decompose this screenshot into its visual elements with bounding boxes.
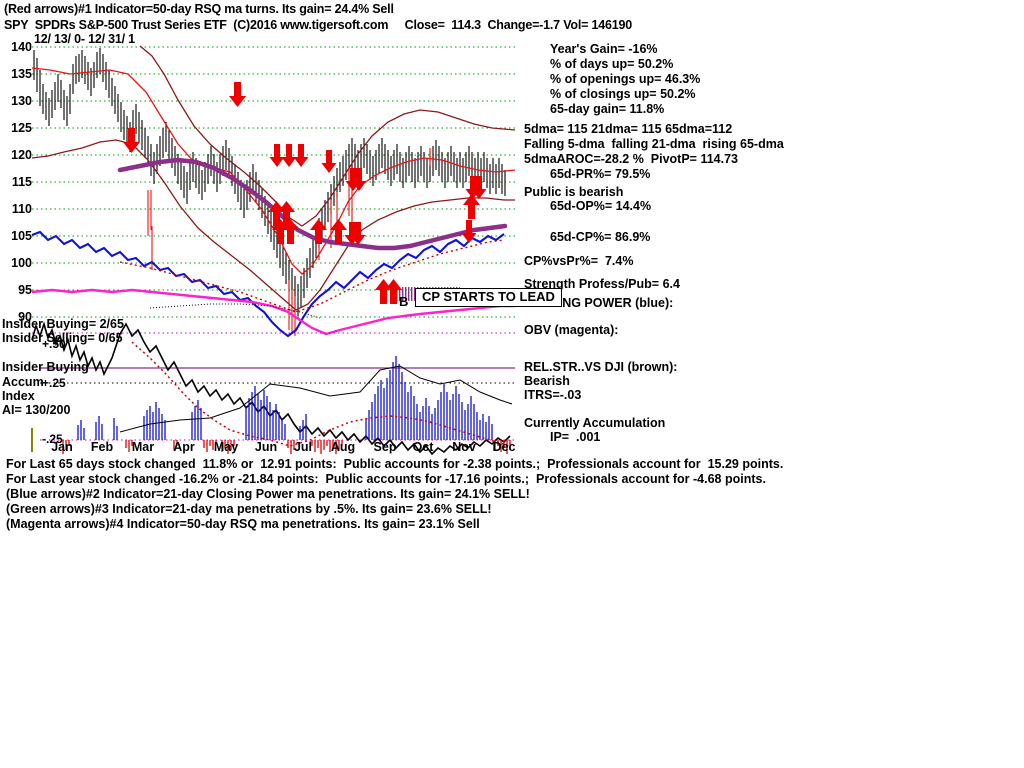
stat-pct-closings-up: % of closings up= 50.2% — [550, 87, 696, 101]
lower-band-brown — [31, 139, 515, 311]
x-tick-may: May — [213, 440, 239, 454]
footer-line-4: (Green arrows)#3 Indicator=21-day ma pen… — [6, 502, 492, 516]
date-range-label: 12/ 13/ 0- 12/ 31/ 1 — [34, 32, 135, 46]
y-tick-115: 115 — [11, 175, 32, 189]
stat-ip: IP= .001 — [550, 430, 601, 444]
footer-line-2: For Last year stock changed -16.2% or -2… — [6, 472, 766, 486]
footer-line-5: (Magenta arrows)#4 Indicator=50-day RSQ … — [6, 517, 480, 531]
ai-average-dotted — [131, 341, 511, 447]
symbol-quote-line: SPY SPDRs S&P-500 Trust Series ETF (C)20… — [4, 18, 632, 32]
stat-65d-op: 65d-OP%= 14.4% — [550, 199, 652, 213]
stat-dma-trend: Falling 5-dma falling 21-dma rising 65-d… — [524, 137, 784, 151]
stat-aroc-pivot: 5dmaAROC=-28.2 % PivotP= 114.73 — [524, 152, 738, 166]
ai-histogram-red — [62, 440, 511, 454]
y-tick-90: 90 — [18, 310, 32, 324]
x-tick-dec: Dec — [492, 440, 516, 454]
ai-title-line2: Accum — [2, 375, 44, 389]
x-tick-feb: Feb — [90, 440, 114, 454]
x-tick-mar: Mar — [131, 440, 155, 454]
closing-power-line — [31, 230, 505, 338]
y-tick-95: 95 — [18, 283, 32, 297]
stat-65d-cp: 65d-CP%= 86.9% — [550, 230, 651, 244]
stat-dma-values: 5dma= 115 21dma= 115 65dma=112 — [524, 122, 733, 136]
upper-band-brown — [139, 45, 516, 227]
stat-relstr-state: Bearish — [524, 374, 570, 388]
insider-selling-label: Insider Selling= 0/65 — [2, 331, 123, 345]
stat-cp-vs-pr: CP%vsPr%= 7.4% — [524, 254, 634, 268]
x-tick-jun: Jun — [254, 440, 278, 454]
y-tick-130: 130 — [11, 94, 32, 108]
price-bars — [33, 48, 506, 316]
x-tick-apr: Apr — [173, 440, 195, 454]
y-tick-100: 100 — [11, 256, 32, 270]
x-tick-oct: Oct — [412, 440, 434, 454]
buy-marker-label: B — [399, 294, 409, 309]
x-tick-sep: Sep — [373, 440, 397, 454]
x-tick-jan: Jan — [51, 440, 73, 454]
x-tick-jul: Jul — [293, 440, 313, 454]
legend-obv: OBV (magenta): — [524, 323, 619, 337]
obv-line — [31, 288, 515, 336]
legend-relstr: REL.STR..VS DJI (brown): — [524, 360, 678, 374]
stat-itrs: ITRS=-.03 — [524, 388, 582, 402]
y-tick-105: 105 — [11, 229, 32, 243]
arrow-up-icon — [268, 194, 480, 304]
y-tick-120: 120 — [11, 148, 32, 162]
stat-strength: Strength Profess/Pub= 6.4 — [524, 277, 680, 291]
ai-envelope-line — [119, 365, 513, 433]
ai-title-line1: Insider Buying — [2, 360, 89, 374]
footer-line-3: (Blue arrows)#2 Indicator=21-day Closing… — [6, 487, 530, 501]
indicator-headline: (Red arrows)#1 Indicator=50-day RSQ ma t… — [4, 2, 394, 16]
stat-public-sentiment: Public is bearish — [524, 185, 624, 199]
y-tick-135: 135 — [11, 67, 32, 81]
y-axis: 140 135 130 125 120 115 110 105 100 95 9… — [0, 40, 32, 340]
insider-buying-label: Insider Buying= 2/65 — [2, 317, 124, 331]
y-tick-140: 140 — [11, 40, 32, 54]
stat-pct-days-up: % of days up= 50.2% — [550, 57, 674, 71]
stat-years-gain: Year's Gain= -16% — [550, 42, 658, 56]
signal-arrows — [123, 82, 487, 304]
scale-plus-50: +.50 — [42, 337, 66, 351]
stat-accumulation: Currently Accumulation — [524, 416, 666, 430]
ai-histogram-blue — [77, 356, 493, 440]
scale-plus-25: +.25 — [42, 376, 66, 390]
stat-65d-pr: 65d-PR%= 79.5% — [550, 167, 651, 181]
ai-title-line3: Index — [2, 389, 35, 403]
chart-canvas[interactable] — [0, 40, 520, 455]
x-tick-aug: Aug — [330, 440, 356, 454]
y-tick-125: 125 — [11, 121, 32, 135]
closing-power-average — [119, 239, 505, 313]
cp-starts-to-lead-callout: CP STARTS TO LEAD — [415, 288, 562, 307]
upper-band-red — [31, 67, 516, 275]
x-axis: Jan Feb Mar Apr May Jun Jul Aug Sep Oct … — [0, 440, 520, 458]
price-chart[interactable] — [0, 40, 520, 455]
stat-pct-openings-up: % of openings up= 46.3% — [550, 72, 701, 86]
footer-line-1: For Last 65 days stock changed 11.8% or … — [6, 457, 784, 471]
x-tick-nov: Nov — [452, 440, 476, 454]
y-tick-110: 110 — [11, 202, 32, 216]
ai-value-label: AI= 130/200 — [2, 403, 71, 417]
obv-helper-dotted — [149, 303, 321, 319]
stat-65day-gain: 65-day gain= 11.8% — [550, 102, 665, 116]
arrow-down-icon — [123, 82, 487, 245]
scale-minus-25: -.25 — [42, 432, 63, 446]
